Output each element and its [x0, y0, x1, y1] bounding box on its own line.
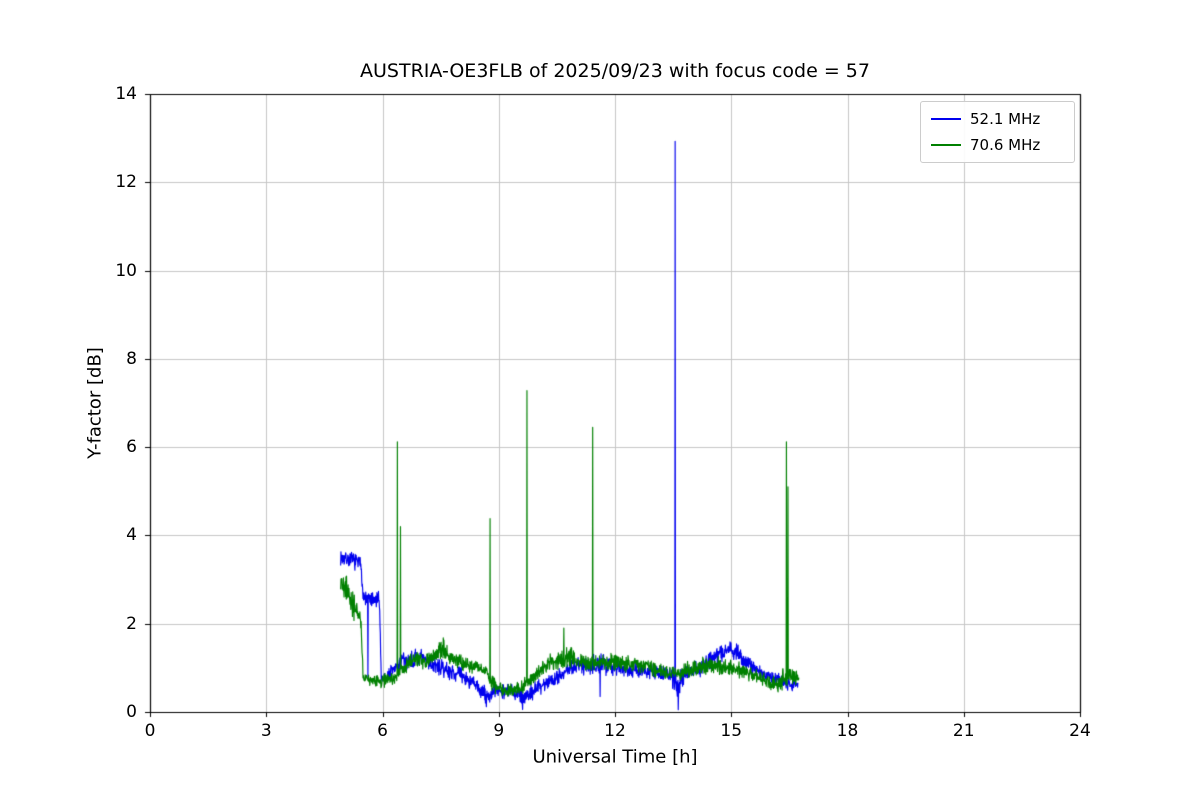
legend-line-swatch-green	[931, 144, 961, 146]
legend-line-swatch-blue	[931, 118, 961, 120]
y-tick-label: 0	[126, 702, 137, 722]
y-tick-label: 6	[126, 437, 137, 458]
x-tick-label: 12	[604, 721, 626, 741]
chart-title: AUSTRIA-OE3FLB of 2025/09/23 with focus …	[360, 60, 870, 82]
legend-item: 52.1 MHz	[931, 109, 1064, 129]
legend-label: 70.6 MHz	[970, 136, 1041, 154]
legend-item: 70.6 MHz	[931, 135, 1064, 155]
legend: 52.1 MHz 70.6 MHz	[920, 101, 1075, 163]
y-tick-label: 8	[126, 348, 137, 369]
x-tick-label: 21	[952, 721, 975, 741]
y-tick-label: 14	[115, 84, 137, 104]
y-tick-label: 2	[126, 613, 137, 634]
x-tick-label: 18	[836, 721, 859, 741]
legend-label: 52.1 MHz	[970, 110, 1041, 128]
y-tick-label: 4	[126, 525, 137, 546]
x-tick-label: 0	[144, 721, 156, 741]
y-tick-label: 12	[115, 172, 137, 193]
y-tick-label: 10	[115, 260, 137, 281]
x-tick-label: 15	[720, 721, 743, 741]
y-axis-label: Y-factor [dB]	[84, 347, 106, 459]
x-axis-label: Universal Time [h]	[532, 746, 698, 768]
x-tick-label: 3	[260, 721, 272, 741]
x-tick-label: 9	[493, 721, 505, 741]
x-tick-label: 24	[1069, 721, 1091, 741]
x-tick-label: 6	[377, 721, 388, 741]
